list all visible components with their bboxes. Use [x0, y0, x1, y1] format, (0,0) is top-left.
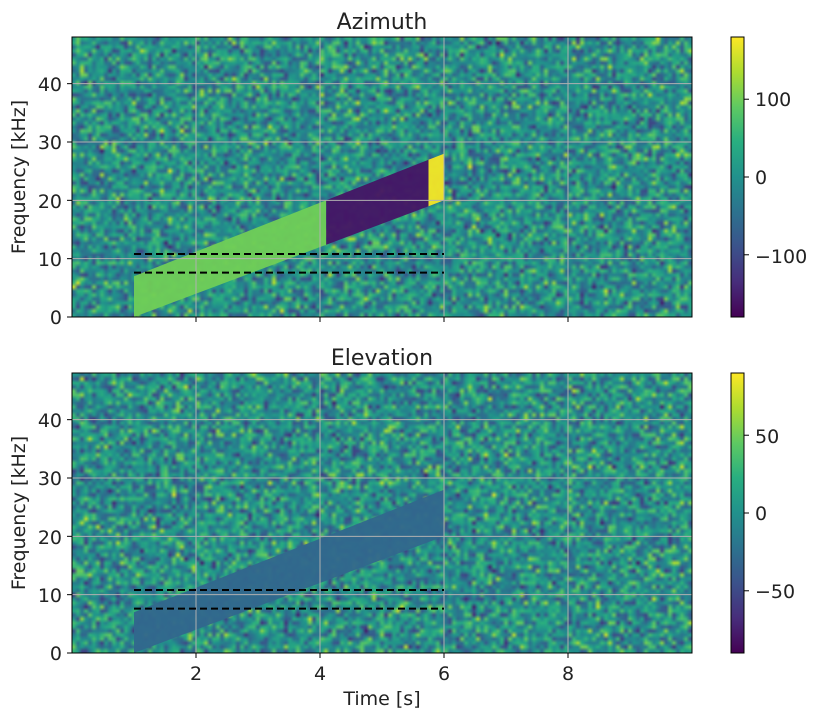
elevation-ylabel: Frequency [kHz]	[8, 436, 30, 590]
elevation-reference-lines	[134, 589, 444, 610]
azimuth-reference-lines	[134, 253, 444, 274]
elevation-ytick-label: 0	[50, 643, 62, 665]
azimuth-ytick-label: 20	[38, 191, 62, 213]
chirp-segment	[326, 159, 429, 245]
elevation-plot-frame	[71, 372, 693, 654]
elevation-colorbar	[730, 372, 745, 654]
azimuth-colorbar-ticks	[744, 98, 749, 256]
elevation-colorbar-ticks	[744, 434, 749, 592]
azimuth-colorbar	[730, 36, 745, 318]
elevation-title: Elevation	[331, 346, 433, 371]
azimuth-ytick-label: 30	[38, 132, 62, 154]
elevation-ytick-label: 20	[38, 527, 62, 549]
elevation-ytick-marks	[67, 419, 72, 654]
elevation-xtick-label: 6	[438, 663, 450, 685]
elevation-xlabel: Time [s]	[342, 688, 420, 710]
azimuth-title: Azimuth	[337, 10, 428, 35]
azimuth-ytick-marks	[67, 83, 72, 318]
azimuth-panel: Azimuth 0 10 20 30 40 Frequency [kHz] −1…	[8, 10, 807, 329]
elevation-panel: Elevation 0 10 20 30 40 2 4 6 8 Time [s]…	[8, 346, 795, 710]
azimuth-ytick-label: 10	[38, 249, 62, 271]
elevation-colorbar-label: 0	[755, 503, 767, 525]
elevation-ytick-label: 10	[38, 585, 62, 607]
azimuth-plot-frame	[71, 36, 693, 318]
azimuth-ylabel: Frequency [kHz]	[8, 100, 30, 254]
elevation-xtick-label: 4	[314, 663, 326, 685]
elevation-colorbar-label: −50	[755, 581, 795, 603]
azimuth-ytick-label: 0	[50, 307, 62, 329]
elevation-xtick-label: 8	[562, 663, 574, 685]
azimuth-ytick-label: 40	[38, 74, 62, 96]
azimuth-heatmap	[72, 37, 692, 317]
chirp-segment	[428, 153, 444, 207]
azimuth-xtick-marks	[195, 317, 569, 322]
elevation-xtick-label: 2	[190, 663, 202, 685]
elevation-xtick-marks	[195, 653, 569, 658]
elevation-heatmap	[72, 373, 692, 653]
elevation-ytick-label: 30	[38, 468, 62, 490]
chirp-segment	[134, 489, 444, 653]
azimuth-colorbar-label: 100	[755, 89, 791, 111]
azimuth-colorbar-label: 0	[755, 167, 767, 189]
azimuth-colorbar-label: −100	[755, 246, 807, 268]
elevation-ytick-label: 40	[38, 410, 62, 432]
elevation-colorbar-label: 50	[755, 426, 779, 448]
